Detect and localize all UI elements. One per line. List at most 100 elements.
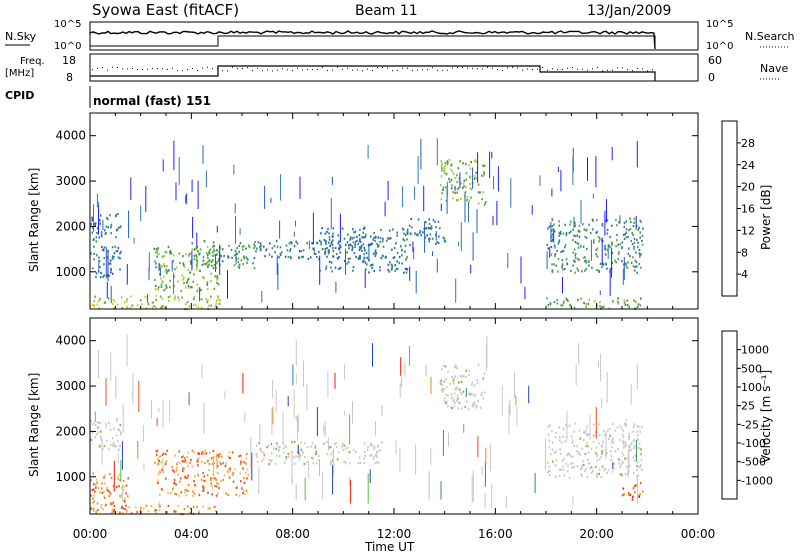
- echo-cell: [173, 482, 175, 485]
- echo-cell: [574, 254, 577, 257]
- echo-cell: [155, 262, 157, 265]
- echo-cell: [216, 471, 219, 474]
- echo-cell: [569, 303, 572, 307]
- echo-cell: [475, 406, 478, 409]
- echo-cell: [583, 431, 585, 434]
- echo-cell: [442, 186, 444, 189]
- time-tick-label: 00:00: [73, 527, 108, 541]
- echo-cell: [621, 452, 623, 455]
- echo-cell: [210, 478, 212, 481]
- echo-cell: [105, 425, 107, 428]
- echo-cell: [257, 460, 259, 463]
- echo-cell: [295, 455, 297, 458]
- echo-cell: [635, 261, 638, 264]
- echo-cell: [555, 450, 557, 453]
- echo-cell: [287, 452, 290, 455]
- echo-cell: [246, 468, 249, 471]
- echo-cell: [609, 246, 611, 249]
- echo-cell: [570, 435, 573, 438]
- echo-streak: [264, 186, 266, 209]
- echo-cell: [165, 268, 167, 271]
- echo-cell: [109, 214, 111, 217]
- echo-cell: [635, 227, 638, 230]
- echo-cell: [552, 228, 555, 231]
- echo-streak: [239, 228, 241, 235]
- beam-title: Beam 11: [355, 3, 418, 19]
- echo-cell: [169, 295, 171, 298]
- echo-cell: [453, 382, 455, 385]
- echo-cell: [159, 493, 161, 496]
- echo-cell: [93, 238, 95, 241]
- echo-cell: [615, 261, 617, 264]
- echo-streak: [201, 364, 203, 379]
- echo-cell: [200, 452, 203, 455]
- echo-cell: [101, 482, 103, 485]
- echo-cell: [174, 454, 176, 457]
- echo-cell: [259, 242, 262, 245]
- echo-cell: [318, 250, 320, 253]
- echo-cell: [452, 191, 454, 194]
- echo-cell: [591, 228, 594, 231]
- echo-cell: [248, 244, 250, 247]
- echo-cell: [444, 380, 446, 383]
- echo-cell: [275, 447, 277, 450]
- echo-cell: [451, 376, 453, 379]
- echo-streak: [133, 237, 135, 244]
- echo-cell: [293, 462, 296, 465]
- echo-cell: [558, 234, 561, 237]
- echo-cell: [551, 448, 554, 451]
- echo-streak: [192, 216, 194, 238]
- echo-cell: [450, 393, 453, 396]
- echo-cell: [124, 508, 126, 511]
- echo-cell: [370, 264, 373, 267]
- echo-streak: [292, 364, 294, 386]
- echo-streak: [148, 267, 150, 281]
- echo-streak: [145, 186, 147, 213]
- echo-cell: [460, 407, 463, 410]
- echo-cell: [119, 494, 121, 497]
- echo-cell: [402, 238, 404, 241]
- echo-cell: [278, 256, 280, 259]
- echo-cell: [97, 486, 100, 489]
- echo-cell: [216, 281, 218, 284]
- echo-cell: [238, 266, 240, 269]
- echo-streak: [330, 198, 332, 230]
- echo-cell: [382, 254, 384, 258]
- echo-cell: [187, 268, 190, 271]
- echo-cell: [207, 459, 209, 462]
- echo-cell: [100, 271, 102, 275]
- echo-cell: [577, 257, 579, 260]
- echo-cell: [136, 510, 138, 514]
- echo-cell: [628, 229, 630, 232]
- echo-cell: [602, 263, 605, 266]
- echo-streak: [630, 383, 632, 405]
- echo-streak: [162, 159, 164, 172]
- echo-cell: [302, 452, 304, 455]
- echo-cell: [625, 265, 628, 268]
- echo-streak: [235, 251, 237, 265]
- echo-cell: [161, 453, 164, 456]
- echo-cell: [447, 161, 449, 164]
- echo-cell: [484, 201, 487, 204]
- echo-cell: [454, 401, 456, 404]
- echo-cell: [634, 259, 637, 262]
- echo-cell: [96, 433, 98, 436]
- y-tick-label: 2000: [55, 219, 86, 233]
- echo-cell: [626, 266, 629, 269]
- echo-cell: [157, 288, 159, 291]
- echo-cell: [563, 299, 566, 302]
- echo-cell: [637, 228, 640, 232]
- echo-cell: [254, 240, 256, 244]
- echo-cell: [441, 389, 443, 392]
- echo-streak: [162, 458, 164, 474]
- echo-cell: [157, 286, 160, 289]
- echo-cell: [612, 423, 614, 426]
- echo-cell: [346, 241, 349, 244]
- echo-cell: [573, 465, 575, 468]
- echo-cell: [597, 235, 600, 238]
- echo-cell: [550, 229, 553, 232]
- echo-cell: [384, 256, 387, 259]
- echo-cell: [547, 433, 550, 436]
